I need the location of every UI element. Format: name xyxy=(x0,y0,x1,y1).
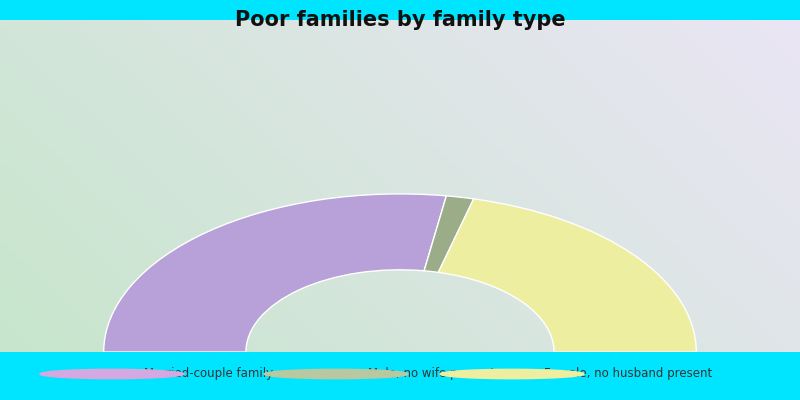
Wedge shape xyxy=(424,196,474,272)
Circle shape xyxy=(440,369,584,379)
Wedge shape xyxy=(104,194,446,352)
Text: Female, no husband present: Female, no husband present xyxy=(544,368,712,380)
Wedge shape xyxy=(438,199,696,352)
Circle shape xyxy=(40,369,184,379)
Circle shape xyxy=(264,369,408,379)
Text: Poor families by family type: Poor families by family type xyxy=(234,10,566,30)
Text: Male, no wife present: Male, no wife present xyxy=(368,368,495,380)
Text: Married-couple family: Married-couple family xyxy=(144,368,273,380)
